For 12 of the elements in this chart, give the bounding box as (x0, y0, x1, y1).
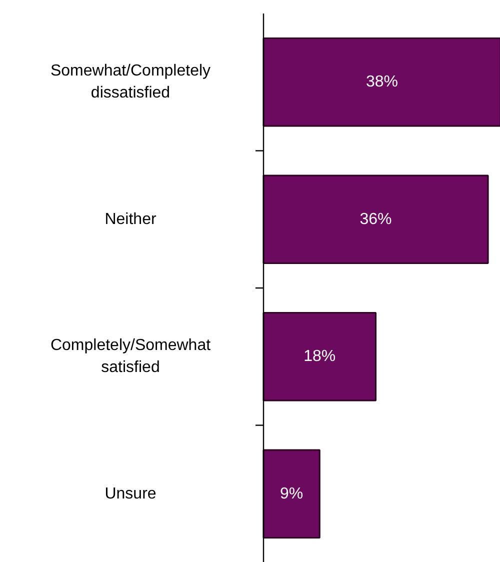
y-tick-label: Neither (104, 210, 157, 228)
y-tick-label: Unsure (104, 485, 156, 502)
bar (262, 312, 377, 402)
bar (262, 449, 320, 539)
data-label: 36% (360, 210, 392, 228)
bar (262, 37, 500, 127)
data-label: 18% (304, 348, 336, 366)
y-tick-label: Completely/Somewhat satisfied (50, 337, 212, 376)
y-tick-label: Somewhat/Completely dissatisfied (50, 62, 211, 102)
data-label: 38% (366, 74, 398, 91)
bar (262, 174, 489, 264)
data-label: 9% (280, 485, 304, 502)
